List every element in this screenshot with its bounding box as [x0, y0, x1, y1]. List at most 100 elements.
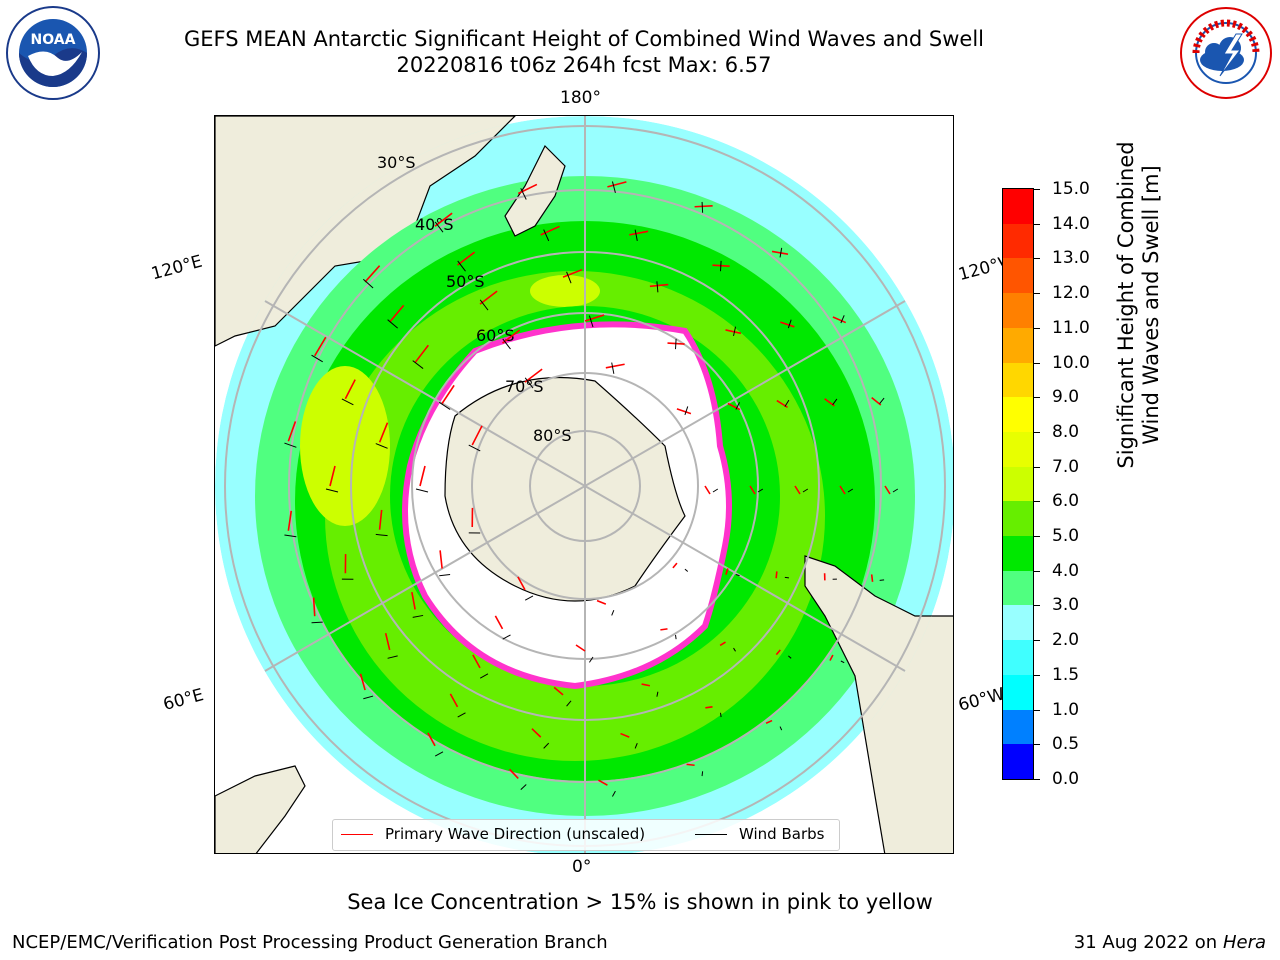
wave-arrow: [457, 251, 476, 266]
wave-arrow: [871, 396, 882, 406]
wind-barb: [784, 399, 790, 407]
wave-arrow: [719, 641, 726, 647]
wave-arrow: [287, 510, 293, 531]
colorbar-tick-label: 1.0: [1034, 700, 1079, 720]
wave-arrow: [540, 225, 560, 236]
wind-barb: [684, 568, 689, 572]
wave-arrow: [794, 485, 801, 495]
wave-arrow: [312, 597, 316, 617]
wind-barb: [479, 673, 489, 679]
wind-barb: [847, 488, 854, 493]
wind-barb: [787, 319, 792, 329]
wind-barb: [779, 726, 783, 731]
latitude-label-50s: 50°S: [446, 272, 485, 291]
wind-barb: [284, 534, 297, 538]
wind-barb: [457, 260, 466, 272]
wind-barb: [434, 221, 444, 233]
colorbar-tick-label: 12.0: [1034, 283, 1090, 303]
wave-arrow: [419, 465, 426, 487]
wind-barb: [656, 281, 659, 293]
wave-arrow: [287, 421, 297, 442]
wave-arrow: [771, 250, 789, 255]
wind-barb: [612, 790, 616, 797]
wave-arrow: [775, 649, 781, 656]
wind-barb: [468, 444, 481, 452]
wind-barb: [524, 377, 534, 389]
wind-barb: [387, 319, 398, 329]
colorbar-tick-label: 5.0: [1034, 526, 1079, 546]
wave-arrow: [776, 399, 788, 409]
wind-barb: [415, 488, 429, 493]
wave-arrow: [598, 779, 608, 786]
wave-arrow: [620, 732, 630, 738]
colorbar-tick-label: 1.5: [1034, 665, 1079, 685]
sea-ice-note: Sea Ice Concentration > 15% is shown in …: [347, 890, 933, 914]
colorbar-segment: [1003, 674, 1033, 710]
colorbar-segment: [1003, 223, 1033, 259]
wind-barb: [840, 660, 845, 664]
wave-arrow: [676, 408, 692, 415]
latitude-label-40s: 40°S: [415, 215, 454, 234]
wave-arrow: [775, 571, 778, 579]
colorbar-tick-label: 0.0: [1034, 769, 1079, 789]
wave-arrow: [502, 329, 521, 344]
wave-arrow: [359, 673, 366, 691]
wind-barb: [502, 338, 511, 350]
national-weather-service-logo: [1180, 7, 1272, 99]
colorbar-tick-label: 0.5: [1034, 734, 1079, 754]
colorbar-segment: [1003, 292, 1033, 328]
latitude-label-30s: 30°S: [377, 153, 416, 172]
wave-arrow: [660, 628, 668, 631]
wave-arrow: [596, 599, 607, 605]
wind-barb: [439, 574, 451, 577]
wave-arrow: [378, 509, 383, 530]
wave-arrow: [605, 363, 625, 369]
wind-barb: [735, 402, 741, 410]
svg-text:NOAA: NOAA: [31, 32, 76, 48]
wind-barb: [656, 691, 659, 697]
wave-arrow: [749, 485, 756, 495]
wave-arrow: [344, 379, 356, 400]
colorbar: [1002, 188, 1034, 780]
wave-arrow: [364, 265, 381, 283]
wave-arrow: [672, 562, 678, 569]
wind-barb: [720, 712, 722, 718]
wind-barb: [438, 401, 451, 410]
wave-arrow: [829, 654, 834, 661]
wave-arrow: [884, 485, 891, 495]
colorbar-segment: [1003, 604, 1033, 641]
colorbar-segment: [1003, 257, 1033, 294]
wind-barb: [520, 784, 527, 791]
wind-barb: [634, 229, 638, 241]
land-antarctica: [444, 376, 686, 602]
wind-barb: [412, 360, 424, 369]
wind-barb: [543, 229, 550, 242]
wind-barb: [634, 742, 638, 749]
wind-barb: [802, 488, 809, 493]
wind-barb: [434, 751, 444, 757]
wave-arrow: [584, 314, 605, 322]
wind-barb: [566, 271, 572, 284]
wave-arrow: [449, 693, 459, 708]
wave-arrow: [389, 304, 405, 323]
colorbar-segment: [1003, 327, 1033, 363]
wave-arrow: [694, 205, 713, 208]
colorbar-tick-label: 6.0: [1034, 491, 1079, 511]
wind-barb: [735, 574, 740, 577]
colorbar-segment: [1003, 431, 1033, 467]
colorbar-tick-label: 13.0: [1034, 248, 1090, 268]
colorbar-tick-label: 7.0: [1034, 457, 1079, 477]
wave-arrow: [517, 183, 538, 195]
wave-arrow: [427, 732, 436, 747]
legend-wind-barbs: Wind Barbs: [695, 825, 824, 843]
wave-arrow: [832, 316, 847, 324]
wave-arrow: [575, 644, 586, 652]
wave-arrow: [704, 485, 711, 495]
wind-barb: [524, 595, 534, 601]
wave-arrow: [517, 576, 526, 591]
colorbar-segment: [1003, 500, 1033, 537]
footer-date: 31 Aug 2022 on Hera: [1073, 932, 1266, 953]
wave-arrow: [524, 368, 543, 383]
colorbar-tick-label: 9.0: [1034, 387, 1079, 407]
wave-arrow: [509, 768, 519, 780]
